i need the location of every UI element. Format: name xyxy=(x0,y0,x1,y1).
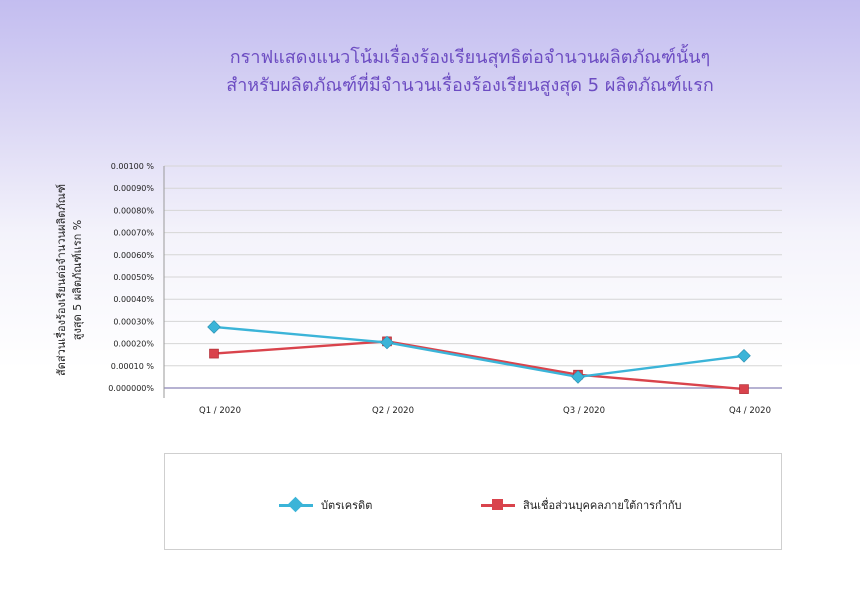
y-tick-label: 0.00070% xyxy=(113,229,154,238)
data-point-credit-card xyxy=(207,320,221,334)
y-tick-label: 0.00080% xyxy=(113,206,154,215)
y-tick-label: 0.00090% xyxy=(113,184,154,193)
data-point-credit-card xyxy=(380,335,394,350)
legend-label-credit-card: บัตรเครดิต xyxy=(321,499,373,512)
legend-swatch-personal-loan xyxy=(481,498,515,510)
series-line-1 xyxy=(213,340,745,391)
y-tick-label: 0.00020% xyxy=(113,340,154,349)
data-point-personal-loan xyxy=(209,348,219,359)
chart-title-line-1: กราฟแสดงแนวโน้มเรื่องร้องเรียนสุทธิต่อจำ… xyxy=(229,47,711,68)
x-tick-label: Q3 / 2020 xyxy=(563,406,605,416)
data-point-personal-loan xyxy=(739,384,749,394)
y-tick-label: 0.00060% xyxy=(113,251,154,260)
x-tick-label: Q2 / 2020 xyxy=(372,406,414,416)
y-tick-label: 0.00030% xyxy=(113,317,154,326)
series-line-0 xyxy=(213,325,745,379)
chart-title: กราฟแสดงแนวโน้มเรื่องร้องเรียนสุทธิต่อจำ… xyxy=(0,44,860,100)
data-point-credit-card xyxy=(571,370,585,384)
legend-label-personal-loan: สินเชื่อส่วนบุคคลภายใต้การกำกับ xyxy=(523,499,682,512)
y-tick-label: 0.00100 % xyxy=(111,162,155,171)
x-tick-label: Q4 / 2020 xyxy=(729,406,771,416)
x-tick-label: Q1 / 2020 xyxy=(199,406,241,416)
chart-title-line-2: สำหรับผลิตภัณฑ์ที่มีจำนวนเรื่องร้องเรียน… xyxy=(226,75,714,96)
y-tick-label: 0.00040% xyxy=(113,295,154,304)
legend: บัตรเครดิต สินเชื่อส่วนบุคคลภายใต้การกำก… xyxy=(164,453,782,550)
data-point-credit-card xyxy=(737,349,751,363)
legend-item-credit-card: บัตรเครดิต xyxy=(279,496,372,514)
y-tick-label: 0.00050% xyxy=(113,273,154,282)
legend-item-personal-loan: สินเชื่อส่วนบุคคลภายใต้การกำกับ xyxy=(481,496,682,514)
y-tick-label: 0.00010 % xyxy=(111,362,155,371)
y-tick-label: 0.000000% xyxy=(108,384,154,393)
legend-swatch-credit-card xyxy=(279,496,313,512)
